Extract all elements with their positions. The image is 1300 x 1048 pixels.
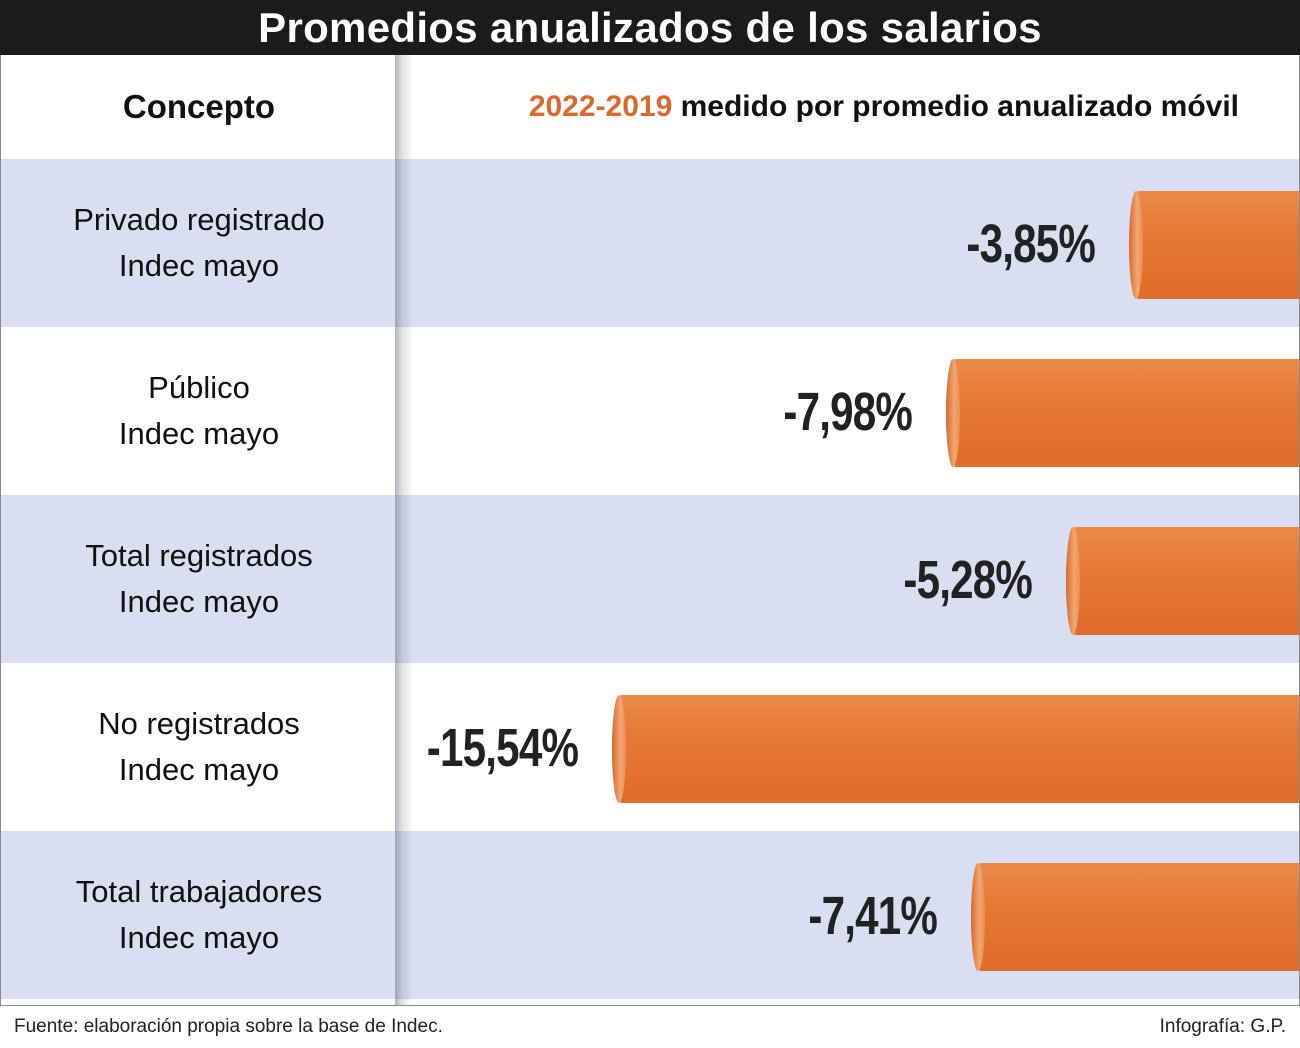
header-concepto: Concepto [122,88,276,125]
row-label-line1: Total trabajadores [75,874,323,909]
value-label: -5,28% [902,550,1033,610]
row-label-line2: Indec mayo [118,920,280,955]
chart-title: Promedios anualizados de los salarios [0,0,1300,55]
table-header: Concepto 2022-2019 medido por promedio a… [1,55,1299,159]
table-rows: Privado registrado Indec mayo -3,85% Públic… [1,159,1299,999]
row-label: No registrados Indec mayo [1,663,397,831]
data-bar [946,359,1299,467]
value-label: -15,54% [426,718,579,778]
row-label-line1: Público [148,370,250,405]
data-table: Concepto 2022-2019 medido por promedio a… [0,55,1300,1005]
header-metric: 2022-2019 medido por promedio anualizado… [397,55,1299,159]
table-row: Total registrados Indec mayo -5,28% [1,495,1299,663]
row-label: Total registrados Indec mayo [1,495,397,663]
row-label-line1: Privado registrado [73,202,325,237]
header-metric-description: medido por promedio anualizado móvil [672,90,1239,123]
data-bar [1128,191,1299,299]
row-label-line2: Indec mayo [118,416,280,451]
row-label: Total trabajadores Indec mayo [1,831,397,999]
footer-source: Fuente: elaboración propia sobre la base… [14,1016,443,1037]
data-bar [612,695,1299,803]
footer: Fuente: elaboración propia sobre la base… [0,1005,1300,1048]
footer-credit: Infografía: G.P. [1159,1016,1286,1037]
row-label-line2: Indec mayo [118,584,280,619]
table-row: Privado registrado Indec mayo -3,85% [1,159,1299,327]
value-label: -7,41% [808,886,939,946]
table-row: No registrados Indec mayo -15,54% [1,663,1299,831]
value-label: -7,98% [783,382,914,442]
row-label-line1: No registrados [98,706,300,741]
value-label: -3,85% [966,214,1096,274]
table-row: Público Indec mayo -7,98% [1,327,1299,495]
data-bar [1065,527,1299,635]
row-label: Privado registrado Indec mayo [1,159,397,327]
row-label-line2: Indec mayo [118,752,280,787]
row-label: Público Indec mayo [1,327,397,495]
header-metric-years: 2022-2019 [528,90,673,123]
row-label-line1: Total registrados [85,538,313,573]
data-bar [971,863,1299,971]
row-label-line2: Indec mayo [118,248,280,283]
table-row: Total trabajadores Indec mayo -7,41% [1,831,1299,999]
